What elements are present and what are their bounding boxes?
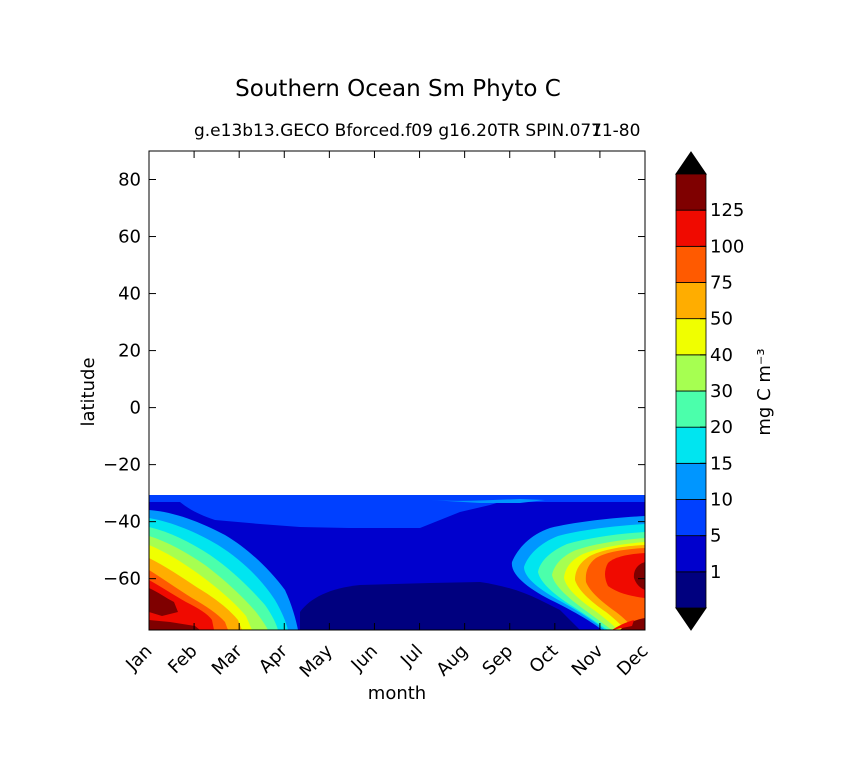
contour-field [149, 495, 645, 630]
y-axis: 80 60 40 20 0 −20 −40 −60 [103, 170, 645, 590]
y-tick-label: 80 [118, 170, 141, 191]
colorbar-tick-label: 10 [710, 490, 733, 511]
colorbar-extend-min [675, 607, 707, 631]
colorbar-swatch [675, 462, 707, 500]
y-tick-label: 60 [118, 227, 141, 248]
colorbar-swatch [675, 571, 707, 609]
x-tick-label: Nov [568, 640, 608, 680]
plot-frame [148, 150, 646, 631]
x-tick-label: Oct [525, 641, 562, 678]
x-tick-label: Jul [396, 641, 427, 672]
colorbar-swatch [675, 173, 707, 211]
colorbar-swatch [675, 318, 707, 356]
x-tick-label: Sep [478, 641, 517, 680]
contour-level-125-summer [149, 580, 214, 630]
colorbar-tick-label: 125 [710, 200, 744, 221]
colorbar-tick-label: 50 [710, 309, 733, 330]
x-tick-label: May [296, 640, 337, 681]
x-tick-label: Feb [164, 641, 201, 678]
x-tick-label: Jun [347, 641, 382, 676]
colorbar-swatch [675, 426, 707, 464]
colorbar-extend-max [675, 151, 707, 175]
x-tick-label: Dec [613, 641, 652, 680]
x-tick-label: Jan [121, 641, 156, 676]
contour-level-1-winter [300, 582, 580, 630]
colorbar-tick-label: 20 [710, 417, 733, 438]
y-axis-label: latitude [78, 357, 99, 426]
colorbar-swatch [675, 354, 707, 392]
y-tick-label: 0 [130, 398, 141, 419]
colorbar-swatch [675, 245, 707, 283]
contour-peak-jan [149, 588, 178, 616]
y-tick-label: −20 [103, 455, 141, 476]
contour-sep-filament [430, 499, 545, 503]
colorbar-tick-label: 100 [710, 236, 744, 257]
contour-peak-dec-edge [612, 620, 634, 630]
chart-subtitle-years: 71-80 [591, 121, 641, 141]
colorbar-swatch [675, 535, 707, 573]
colorbar-tick-label: 75 [710, 273, 733, 294]
colorbar-tick-label: 40 [710, 345, 733, 366]
colorbar-swatch [675, 209, 707, 247]
colorbar-tick-label: 1 [710, 562, 721, 583]
colorbar-label: mg C m⁻³ [754, 348, 775, 435]
x-tick-label: Aug [432, 641, 472, 681]
contour-level-125-spring [605, 553, 645, 598]
colorbar-swatch [675, 282, 707, 320]
colorbar-swatch [675, 390, 707, 428]
x-tick-label: Apr [255, 640, 292, 677]
y-tick-label: 40 [118, 284, 141, 305]
contour-peak-dec [633, 562, 645, 590]
chart-subtitle: g.e13b13.GECO Bforced.f09 g16.20TR SPIN.… [193, 121, 603, 141]
colorbar-tick-label: 15 [710, 453, 733, 474]
y-tick-label: −60 [103, 569, 141, 590]
colorbar-tick-label: 5 [710, 526, 721, 547]
contour-level-10-north [149, 498, 645, 528]
x-tick-label: Mar [208, 640, 247, 679]
contour-peak-jan-south [149, 620, 200, 630]
chart-title: Southern Ocean Sm Phyto C [235, 76, 561, 102]
y-tick-label: −40 [103, 512, 141, 533]
y-tick-label: 20 [118, 341, 141, 362]
x-axis-label: month [368, 683, 426, 704]
colorbar-swatch [675, 499, 707, 537]
colorbar-tick-label: 30 [710, 381, 733, 402]
